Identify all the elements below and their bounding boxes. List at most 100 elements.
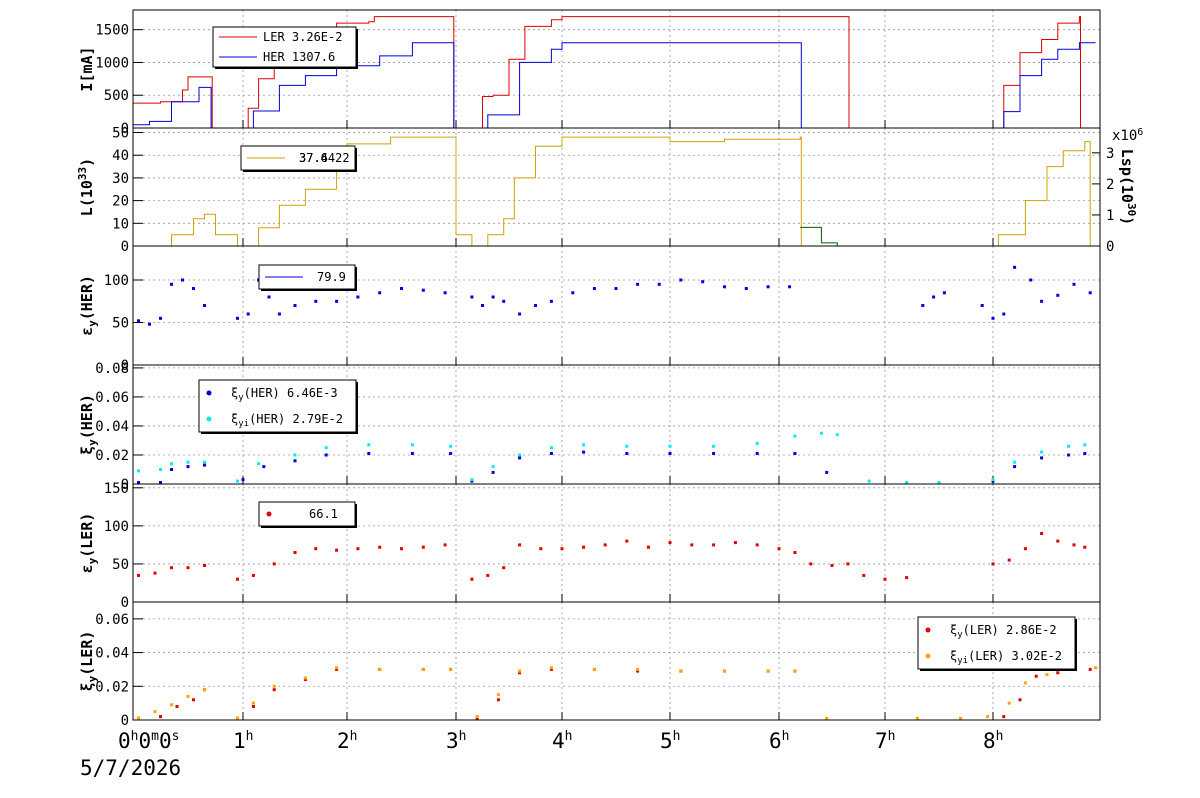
data-point <box>277 312 281 316</box>
data-point <box>400 547 403 551</box>
data-point <box>236 716 239 720</box>
legend-entry: 79.9 <box>317 270 346 284</box>
legend: ξy(HER) 6.46E-3 ξyi(HER) 2.79E-2 <box>198 379 358 434</box>
data-point <box>378 667 382 671</box>
data-point <box>592 287 596 290</box>
data-point <box>793 551 797 554</box>
data-point <box>1083 443 1087 447</box>
data-point <box>518 671 522 675</box>
data-point <box>1023 547 1027 551</box>
y-axis-label: I[mA] <box>78 46 96 91</box>
data-point <box>1040 532 1044 535</box>
y-tick-label: 100 <box>104 273 129 289</box>
data-point <box>1013 265 1017 269</box>
legend-entry: 37.4422 <box>299 151 350 165</box>
legend-swatch <box>206 390 212 396</box>
x-tick-label: 2h <box>337 729 357 753</box>
data-point <box>148 322 151 326</box>
x-tick-label: 6h <box>769 729 789 753</box>
data-point <box>170 282 173 286</box>
data-point <box>1088 667 1092 671</box>
y2-tick-label: 3 <box>1106 146 1114 162</box>
data-point <box>690 543 694 547</box>
data-point <box>582 443 586 447</box>
data-point <box>937 481 941 484</box>
data-point <box>549 667 553 671</box>
data-point <box>137 469 140 473</box>
data-point <box>496 693 500 697</box>
data-point <box>679 669 683 673</box>
legend-box <box>258 501 356 527</box>
data-point <box>603 543 607 547</box>
data-point <box>755 452 759 455</box>
legend: 79.9 <box>258 264 357 291</box>
legend-swatch <box>925 653 931 659</box>
data-point <box>942 291 946 295</box>
data-point <box>755 543 759 547</box>
y-tick-label: 500 <box>104 88 129 104</box>
data-point <box>272 684 276 688</box>
y2-axis-label: Lsp(1030) <box>1118 149 1138 225</box>
data-point <box>186 566 190 570</box>
data-point <box>905 481 909 484</box>
data-point <box>236 316 239 320</box>
data-point <box>272 688 276 692</box>
data-point <box>1045 673 1049 676</box>
data-point <box>137 716 140 720</box>
data-point <box>883 577 887 581</box>
data-point <box>766 669 770 673</box>
data-point <box>303 676 307 680</box>
y-tick-label: 0 <box>121 239 129 255</box>
data-point <box>175 705 179 708</box>
data-point <box>203 304 206 307</box>
data-point <box>335 548 339 552</box>
legend-swatch <box>925 627 931 633</box>
data-point <box>324 453 328 457</box>
y-tick-label: 0.06 <box>95 390 129 406</box>
data-point <box>137 481 140 484</box>
x-tick-label: 5h <box>660 729 680 753</box>
data-point <box>592 667 596 671</box>
y2-tick-label: 2 <box>1106 177 1114 193</box>
data-point <box>203 564 206 567</box>
data-point <box>410 443 414 447</box>
data-point <box>400 287 403 290</box>
data-point <box>986 715 990 719</box>
data-point <box>905 576 909 580</box>
y-tick-label: 0.08 <box>95 361 129 377</box>
legend: ξy(LER) 2.86E-2 ξyi(LER) 3.02E-2 <box>917 616 1077 671</box>
data-point <box>1056 539 1060 543</box>
data-point <box>1018 698 1022 702</box>
data-point <box>793 434 797 438</box>
y-tick-label: 1500 <box>95 23 129 39</box>
data-point <box>1040 456 1044 460</box>
y-tick-label: 40 <box>112 148 129 164</box>
data-point <box>932 295 936 299</box>
panel-emittance_ler: 0 50 100 150 66.1 <box>104 481 1101 611</box>
data-point <box>502 299 506 303</box>
data-point <box>636 282 640 286</box>
data-point <box>668 541 672 545</box>
data-point <box>251 573 255 577</box>
data-point <box>1088 291 1092 295</box>
data-point <box>159 715 162 719</box>
y-tick-label: 0 <box>121 595 129 611</box>
panel-current: 0 500 1000 1500 LER 3.26E-2 HER 1307.6 <box>95 9 1101 137</box>
data-point <box>991 478 995 482</box>
data-point <box>582 545 586 549</box>
data-point <box>679 278 683 282</box>
data-point <box>186 465 190 469</box>
data-point <box>549 452 553 455</box>
data-point <box>449 444 453 448</box>
data-point <box>367 443 371 447</box>
data-point <box>777 547 781 551</box>
data-point <box>712 444 716 448</box>
data-point <box>825 470 829 474</box>
data-point <box>502 566 506 570</box>
data-point <box>293 453 297 457</box>
data-point <box>153 571 157 575</box>
data-point <box>1002 715 1006 719</box>
